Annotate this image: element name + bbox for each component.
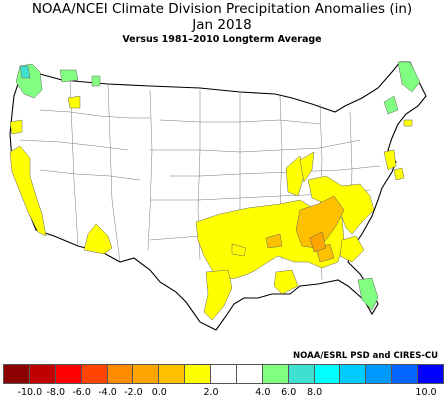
legend-tick-label: 2.0 <box>203 387 219 398</box>
legend-tick-label: 8.0 <box>307 387 323 398</box>
anomaly-region <box>265 233 283 249</box>
anomaly-region <box>383 95 399 115</box>
anomaly-region <box>67 95 81 109</box>
anomaly-region <box>231 243 247 257</box>
legend-color-cell <box>235 364 263 384</box>
anomaly-region <box>397 61 421 93</box>
us-precipitation-map <box>9 61 427 331</box>
wet-anomaly-regions <box>15 61 421 311</box>
anomaly-region <box>295 195 345 249</box>
legend-color-cell <box>132 364 160 384</box>
legend-color-cell <box>339 364 367 384</box>
anomaly-region <box>299 151 315 183</box>
legend-tick-label: 10.0 <box>415 387 437 398</box>
anomaly-region <box>203 269 233 321</box>
anomaly-region <box>83 223 113 255</box>
legend-tick-label: -6.0 <box>72 387 91 398</box>
legend-tick-label: 0.0 <box>151 387 167 398</box>
anomaly-region <box>9 119 23 135</box>
legend-color-cell <box>3 364 30 384</box>
anomaly-region <box>357 277 379 311</box>
anomaly-region <box>59 69 79 83</box>
color-legend <box>3 364 444 384</box>
legend-color-cell <box>80 364 108 384</box>
legend-color-cell <box>417 364 444 384</box>
anomaly-region <box>91 75 101 87</box>
map-title: NOAA/NCEI Climate Division Precipitation… <box>31 1 413 17</box>
map-period: Jan 2018 <box>192 17 252 33</box>
anomaly-region <box>19 65 31 79</box>
credit-label: NOAA/ESRL PSD and CIRES-CU <box>293 351 438 361</box>
legend-color-cell <box>365 364 393 384</box>
anomaly-region <box>339 235 365 263</box>
legend-color-cell <box>287 364 315 384</box>
map-subtitle: Versus 1981–2010 Longterm Average <box>122 34 322 45</box>
legend-color-cell <box>391 364 418 384</box>
legend-tick-label: 6.0 <box>281 387 297 398</box>
legend-ticks: -10.0 -8.0 -6.0 -4.0 -2.0 0.0 2.0 4.0 6.0 8.0 10.0 <box>4 387 444 399</box>
legend-color-cell <box>158 364 186 384</box>
anomaly-region <box>383 149 397 171</box>
legend-color-cell <box>261 364 289 384</box>
anomaly-region <box>393 167 405 181</box>
legend-color-cell <box>106 364 134 384</box>
anomaly-region <box>9 145 47 237</box>
legend-tick-label: -8.0 <box>46 387 66 398</box>
legend-tick-label: 4.0 <box>255 387 271 398</box>
drier-anomaly-regions <box>265 195 345 263</box>
legend-tick-label: -4.0 <box>98 387 117 398</box>
legend-color-cell <box>313 364 341 384</box>
legend-tick-label: -2.0 <box>124 387 143 398</box>
anomaly-region <box>273 269 299 295</box>
anomaly-region <box>403 119 413 127</box>
legend-color-cell <box>28 364 56 384</box>
legend-color-cell <box>184 364 211 384</box>
legend-tick-label: -10.0 <box>17 387 43 398</box>
anomaly-region <box>309 231 327 253</box>
legend-color-cell <box>210 364 237 384</box>
legend-color-cell <box>54 364 82 384</box>
anomaly-region <box>285 155 305 197</box>
